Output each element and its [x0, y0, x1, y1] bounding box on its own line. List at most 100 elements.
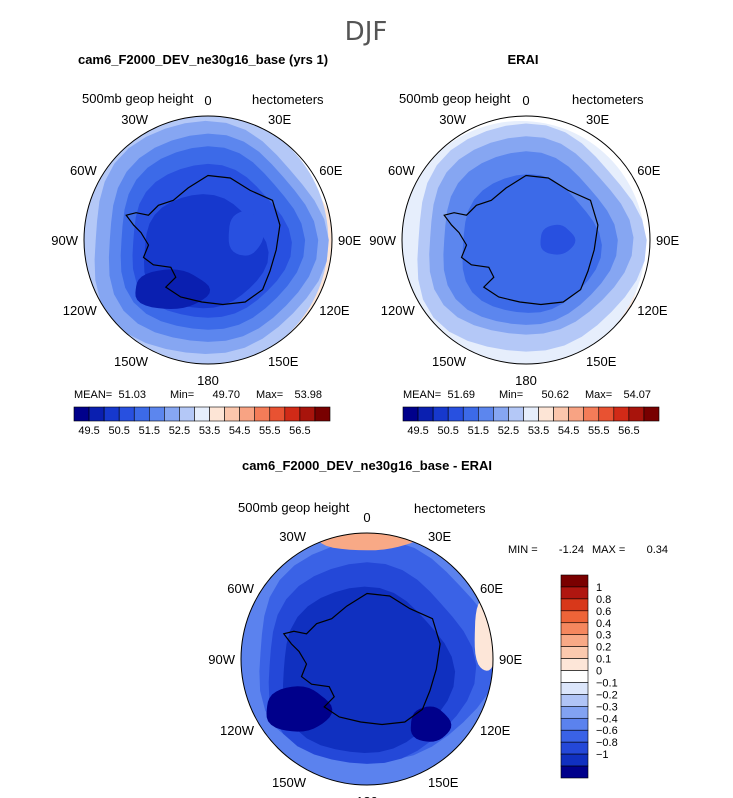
colorbar-box — [462, 406, 479, 422]
colorbar-box — [194, 406, 210, 422]
longitude-label: 60E — [637, 163, 660, 178]
map-fill — [84, 116, 332, 364]
longitude-label: 60W — [388, 163, 415, 178]
longitude-label: 60E — [319, 163, 342, 178]
antarctica-coastline — [282, 592, 441, 726]
colorbar-label: 0.3 — [596, 630, 611, 642]
colorbar-box — [560, 741, 589, 755]
colorbar-label: 53.5 — [199, 425, 220, 437]
stat-mean-value: 51.03 — [118, 389, 146, 401]
colorbar-label: 0.6 — [596, 606, 611, 618]
panel-model-variable: 500mb geop height — [82, 91, 194, 106]
map-boundary — [240, 532, 494, 786]
colorbar-box — [560, 586, 589, 600]
longitude-label: 0 — [522, 93, 529, 108]
longitude-label: 30W — [439, 112, 466, 127]
colorbar-label: 50.5 — [437, 425, 458, 437]
longitude-label: 0 — [363, 510, 370, 525]
colorbar-box — [560, 670, 589, 683]
figure-title: DJF — [345, 17, 388, 47]
colorbar-box — [560, 634, 589, 647]
longitude-label: 180 — [197, 373, 219, 388]
colorbar-box — [493, 406, 509, 422]
colorbar-label: 49.5 — [78, 425, 99, 437]
colorbar-box — [269, 406, 286, 422]
longitude-label: 150W — [432, 354, 467, 369]
colorbar-box — [508, 406, 524, 422]
colorbar-box — [417, 406, 434, 422]
contour-band — [462, 174, 602, 313]
panel-model-stats: MEAN= 51.03 Min= 49.70 Max= 53.98 — [74, 389, 322, 401]
longitude-label: 90E — [338, 233, 361, 248]
colorbar-box — [568, 406, 585, 422]
panel-obs-stats: MEAN= 51.69 Min= 50.62 Max= 54.07 — [403, 389, 651, 401]
longitude-label: 120E — [319, 303, 350, 318]
colorbar-box — [179, 406, 195, 422]
colorbar-box — [583, 406, 600, 422]
colorbar-label: −0.8 — [596, 737, 618, 749]
colorbar-box — [613, 406, 630, 422]
colorbar-label: 0.4 — [596, 618, 611, 630]
map-boundary — [83, 115, 333, 365]
panel-model-title: cam6_F2000_DEV_ne30g16_base (yrs 1) — [78, 52, 328, 67]
colorbar-box — [118, 406, 135, 422]
longitude-label: 150E — [268, 354, 299, 369]
colorbar-label: 51.5 — [139, 425, 160, 437]
colorbar-box — [560, 717, 589, 731]
panel-obs-title: ERAI — [507, 52, 538, 67]
stat-min-value: 49.70 — [212, 389, 240, 401]
colorbar-label: 51.5 — [468, 425, 489, 437]
colorbar-box — [598, 406, 615, 422]
longitude-label: 90W — [369, 233, 396, 248]
longitude-label: 30E — [586, 112, 609, 127]
colorbar-box — [209, 406, 225, 422]
longitude-label: 120W — [220, 723, 255, 738]
panel-obs: ERAI 500mb geop height hectometers 0 30E 6… — [369, 52, 679, 437]
colorbar-box — [560, 598, 589, 612]
contour-band — [266, 686, 333, 732]
longitude-label: 60W — [70, 163, 97, 178]
colorbar-label: 56.5 — [289, 425, 310, 437]
colorbar-label: 52.5 — [169, 425, 190, 437]
antarctica-coastline — [443, 174, 599, 306]
stat-mean-label: MEAN= — [403, 389, 441, 401]
contour-band — [474, 595, 493, 671]
colorbar-box — [224, 406, 240, 422]
colorbar-box — [538, 406, 554, 422]
colorbar-label: 50.5 — [108, 425, 129, 437]
panel-difference-units: hectometers — [414, 501, 486, 516]
panel-obs-units: hectometers — [572, 92, 644, 107]
stat-max-value: 54.07 — [623, 389, 651, 401]
colorbar-box — [148, 406, 165, 422]
longitude-label: 30W — [121, 112, 148, 127]
colorbar-label: 0.2 — [596, 642, 611, 654]
colorbar-box — [553, 406, 569, 422]
colorbar-box — [432, 406, 449, 422]
colorbar-box — [560, 610, 589, 624]
antarctica-coastline — [125, 174, 281, 306]
longitude-label: 150E — [428, 775, 459, 790]
colorbar-label: 1 — [596, 582, 602, 594]
colorbar-box — [299, 406, 316, 422]
panel-model-units: hectometers — [252, 92, 324, 107]
panel-obs-variable: 500mb geop height — [399, 91, 511, 106]
colorbar-box — [628, 406, 645, 422]
colorbar-box — [560, 574, 589, 588]
colorbar-box — [254, 406, 271, 422]
colorbar-box — [560, 694, 589, 707]
stat-max-value: 0.34 — [647, 544, 668, 556]
colorbar-label: −1 — [596, 749, 609, 761]
longitude-label: 180 — [356, 794, 378, 798]
colorbar-label: 56.5 — [618, 425, 639, 437]
longitude-label: 90E — [656, 233, 679, 248]
longitude-label: 150W — [272, 775, 307, 790]
colorbar-box — [402, 406, 419, 422]
longitude-label: 60E — [480, 581, 503, 596]
colorbar-box — [560, 622, 589, 636]
colorbar-label: 49.5 — [407, 425, 428, 437]
colorbar-box — [523, 406, 539, 422]
colorbar-box — [477, 406, 494, 422]
colorbar-box — [560, 658, 589, 671]
stat-min-value: -1.24 — [559, 544, 584, 556]
colorbar-box — [447, 406, 464, 422]
